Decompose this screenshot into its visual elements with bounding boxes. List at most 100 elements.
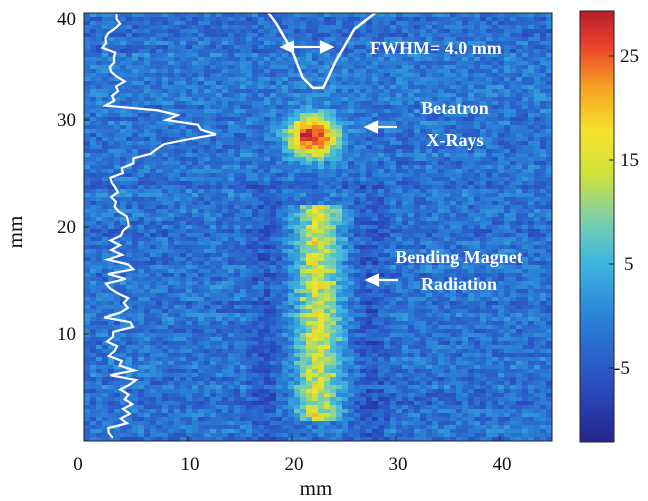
heatmap-cell — [432, 241, 439, 246]
heatmap-cell — [540, 205, 547, 210]
heatmap-cell — [168, 21, 175, 26]
heatmap-cell — [492, 265, 499, 270]
heatmap-cell — [462, 221, 469, 226]
heatmap-cell — [390, 225, 397, 230]
heatmap-cell — [438, 77, 445, 82]
heatmap-cell — [198, 217, 205, 222]
heatmap-cell — [150, 177, 157, 182]
heatmap-cell — [294, 237, 301, 242]
heatmap-cell — [252, 53, 259, 58]
heatmap-cell — [324, 145, 331, 150]
heatmap-cell — [168, 157, 175, 162]
heatmap-cell — [306, 53, 313, 58]
heatmap-cell — [144, 241, 151, 246]
heatmap-cell — [456, 133, 463, 138]
heatmap-cell — [198, 25, 205, 30]
heatmap-cell — [390, 153, 397, 158]
heatmap-cell — [528, 197, 535, 202]
heatmap-cell — [210, 213, 217, 218]
heatmap-cell — [138, 237, 145, 242]
heatmap-cell — [156, 41, 163, 46]
heatmap-cell — [162, 257, 169, 262]
heatmap-cell — [144, 253, 151, 258]
heatmap-cell — [372, 241, 379, 246]
heatmap-cell — [432, 97, 439, 102]
heatmap-cell — [450, 13, 457, 18]
heatmap-cell — [426, 121, 433, 126]
heatmap-cell — [522, 57, 529, 62]
heatmap-cell — [90, 185, 97, 190]
heatmap-cell — [126, 137, 133, 142]
heatmap-cell — [276, 237, 283, 242]
heatmap-cell — [174, 89, 181, 94]
heatmap-cell — [258, 261, 265, 266]
heatmap-cell — [414, 205, 421, 210]
heatmap-cell — [270, 109, 277, 114]
heatmap-cell — [324, 193, 331, 198]
heatmap-cell — [306, 177, 313, 182]
heatmap-cell — [486, 181, 493, 186]
heatmap-cell — [432, 201, 439, 206]
heatmap-cell — [420, 169, 427, 174]
heatmap-cell — [444, 185, 451, 190]
heatmap-cell — [414, 21, 421, 26]
heatmap-cell — [390, 29, 397, 34]
heatmap-cell — [498, 25, 505, 30]
heatmap-cell — [348, 85, 355, 90]
heatmap-cell — [390, 145, 397, 150]
heatmap-cell — [396, 193, 403, 198]
heatmap-cell — [108, 109, 115, 114]
heatmap-cell — [348, 185, 355, 190]
heatmap-cell — [396, 85, 403, 90]
heatmap-cell — [384, 165, 391, 170]
heatmap-cell — [522, 157, 529, 162]
heatmap-cell — [384, 73, 391, 78]
heatmap-cell — [366, 193, 373, 198]
heatmap-cell — [414, 209, 421, 214]
heatmap-cell — [102, 69, 109, 74]
heatmap-cell — [270, 145, 277, 150]
heatmap-cell — [480, 173, 487, 178]
heatmap-cell — [114, 81, 121, 86]
heatmap-cell — [108, 185, 115, 190]
heatmap-cell — [534, 197, 541, 202]
heatmap-cell — [348, 141, 355, 146]
heatmap-cell — [234, 125, 241, 130]
heatmap-cell — [324, 209, 331, 214]
heatmap-cell — [492, 261, 499, 266]
heatmap-cell — [300, 209, 307, 214]
heatmap-cell — [282, 109, 289, 114]
heatmap-cell — [498, 105, 505, 110]
heatmap-cell — [96, 117, 103, 122]
heatmap-cell — [228, 185, 235, 190]
heatmap-cell — [450, 81, 457, 86]
heatmap-cell — [294, 209, 301, 214]
heatmap-cell — [486, 25, 493, 30]
heatmap-cell — [354, 217, 361, 222]
heatmap-cell — [528, 97, 535, 102]
heatmap-cell — [288, 245, 295, 250]
heatmap-cell — [384, 137, 391, 142]
heatmap-cell — [168, 73, 175, 78]
heatmap-cell — [462, 21, 469, 26]
heatmap-cell — [258, 265, 265, 270]
heatmap-cell — [258, 161, 265, 166]
heatmap-cell — [498, 213, 505, 218]
heatmap-cell — [108, 37, 115, 42]
heatmap-cell — [360, 113, 367, 118]
heatmap-cell — [102, 209, 109, 214]
heatmap-cell — [432, 17, 439, 22]
heatmap-cell — [474, 261, 481, 266]
heatmap-cell — [510, 229, 517, 234]
heatmap-cell — [474, 209, 481, 214]
heatmap-cell — [348, 49, 355, 54]
heatmap-cell — [468, 129, 475, 134]
heatmap-cell — [378, 49, 385, 54]
heatmap-cell — [330, 37, 337, 42]
heatmap-cell — [132, 149, 139, 154]
heatmap-cell — [504, 53, 511, 58]
heatmap-cell — [510, 65, 517, 70]
heatmap-cell — [432, 193, 439, 198]
heatmap-cell — [222, 41, 229, 46]
heatmap-cell — [450, 233, 457, 238]
